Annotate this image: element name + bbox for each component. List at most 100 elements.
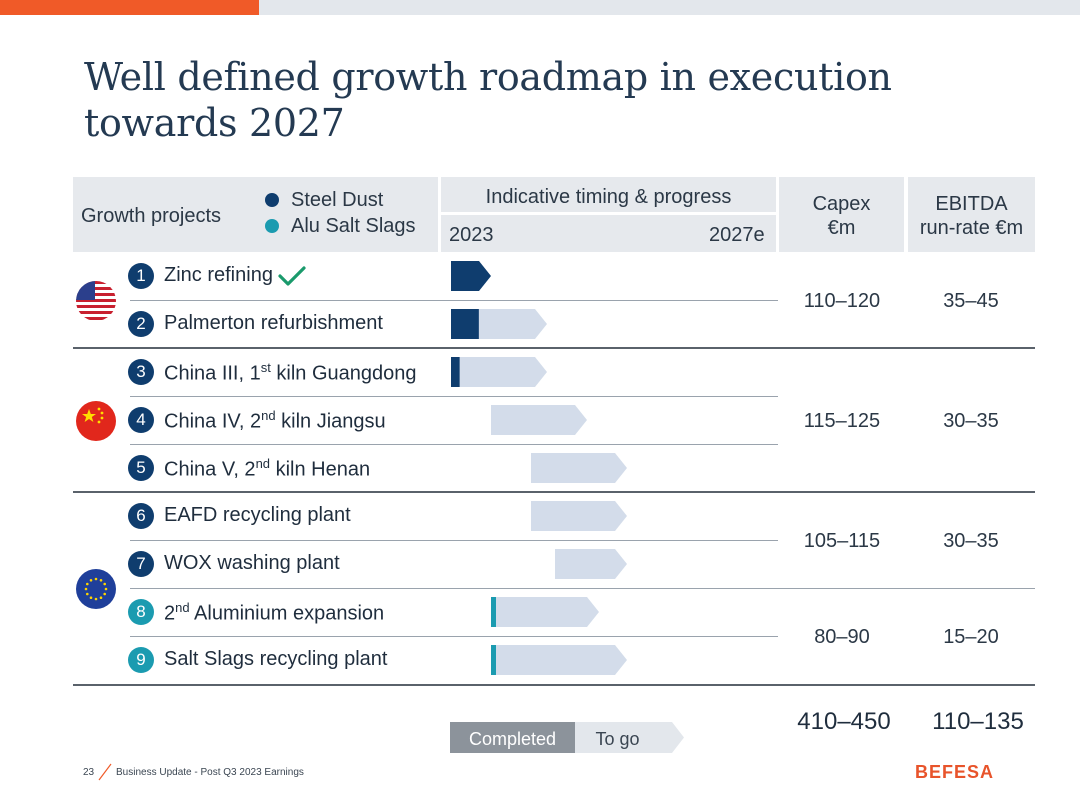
- row-separator: [130, 300, 778, 301]
- title-line-2: towards 2027: [84, 101, 345, 145]
- project-label-rest: kiln Henan: [270, 458, 371, 481]
- project-label-text: China V, 2: [164, 458, 256, 481]
- ebitda-line-1: EBITDA: [935, 193, 1008, 215]
- row-separator: [130, 588, 1035, 589]
- timeline-bar-9: [491, 645, 627, 675]
- capex-eu-alu: 80–90: [814, 626, 870, 648]
- project-number-badge: 2: [128, 311, 154, 337]
- ebitda-eu-alu: 15–20: [943, 626, 999, 648]
- project-label: China IV, 2nd kiln Jiangsu: [164, 408, 386, 434]
- total-ebitda: 110–135: [932, 708, 1024, 735]
- top-accent-bar: [0, 0, 259, 15]
- capex-eu-steel: 105–115: [803, 530, 881, 552]
- timeline-progress-3: [451, 357, 460, 387]
- year-start-label: 2023: [449, 224, 494, 246]
- capex-usa: 110–120: [803, 290, 881, 312]
- alu-salt-slags-legend-dot: [265, 219, 279, 233]
- project-label-text: China III, 1: [164, 362, 261, 385]
- header-capex-label: Capex €m: [779, 192, 904, 240]
- project-label-superscript: st: [260, 360, 271, 375]
- project-label-text: WOX washing plant: [164, 552, 340, 574]
- header-ebitda: [908, 177, 1035, 252]
- project-label: Zinc refining: [164, 264, 307, 287]
- legend-to-go-swatch: [575, 722, 684, 753]
- project-label: China III, 1st kiln Guangdong: [164, 360, 417, 386]
- header-timing: [441, 177, 776, 212]
- timeline-bar-6: [531, 501, 627, 531]
- project-label: EAFD recycling plant: [164, 504, 351, 527]
- checkmark-icon: [278, 266, 306, 286]
- project-label-rest: kiln Guangdong: [270, 362, 417, 385]
- legend-completed-swatch: [450, 722, 575, 753]
- project-label-rest: Aluminium expansion: [189, 602, 385, 625]
- project-label-text: Salt Slags recycling plant: [164, 648, 388, 670]
- capex-line-1: Capex: [812, 193, 871, 215]
- project-label-text: Zinc refining: [164, 264, 273, 286]
- project-number-badge: 1: [128, 263, 154, 289]
- header-growth-projects: [73, 177, 438, 252]
- row-separator: [130, 540, 778, 541]
- progress-legend: [450, 722, 684, 753]
- timeline-bar-7: [555, 549, 627, 579]
- timeline-bar-3: [451, 357, 547, 387]
- year-end-label: 2027e: [709, 224, 765, 246]
- capex-china: 115–125: [803, 410, 881, 432]
- timeline-bar-1: [451, 261, 491, 291]
- project-label-text: China IV, 2: [164, 410, 262, 433]
- ebitda-usa: 35–45: [943, 290, 999, 312]
- title-line-1: Well defined growth roadmap in execution: [84, 55, 892, 99]
- timeline-bar-8: [491, 597, 599, 627]
- page-title: Well defined growth roadmap in execution…: [84, 54, 984, 146]
- table-bottom-border: [73, 684, 1035, 686]
- group-separator: [73, 347, 1035, 349]
- project-number-badge: 6: [128, 503, 154, 529]
- footer-slash-icon: [98, 763, 112, 781]
- legend-alu-salt-slags: Alu Salt Slags: [291, 215, 416, 237]
- group-separator: [73, 491, 1035, 493]
- legend-completed-label: Completed: [468, 729, 557, 749]
- project-number-badge: 5: [128, 455, 154, 481]
- project-label-superscript: nd: [255, 456, 271, 471]
- us-flag-icon: [76, 281, 116, 321]
- header-capex: [779, 177, 904, 252]
- project-number-badge: 4: [128, 407, 154, 433]
- row-separator: [130, 396, 778, 397]
- legend-to-go-label: To go: [595, 729, 640, 749]
- timeline-progress-8: [491, 597, 496, 627]
- ebitda-eu-steel: 30–35: [943, 530, 999, 552]
- project-label-text: 2: [164, 602, 176, 625]
- project-label-text: Palmerton refurbishment: [164, 312, 383, 334]
- header-years: [441, 215, 776, 252]
- header-growth-projects-label: Growth projects: [81, 205, 222, 227]
- project-label-superscript: nd: [261, 408, 276, 423]
- project-label-superscript: nd: [175, 600, 190, 615]
- befesa-logo: BEFESA: [915, 762, 995, 782]
- eu-flag-icon: [76, 569, 116, 609]
- header-timing-label: Indicative timing & progress: [485, 186, 732, 208]
- project-label: 2nd Aluminium expansion: [164, 600, 384, 626]
- ebitda-line-2: run-rate €m: [919, 217, 1024, 239]
- total-capex: 410–450: [797, 708, 891, 735]
- project-number-badge: 8: [128, 599, 154, 625]
- timeline-bar-4: [491, 405, 587, 435]
- project-number-badge: 3: [128, 359, 154, 385]
- timeline-bar-5: [531, 453, 627, 483]
- project-number-badge: 9: [128, 647, 154, 673]
- project-label: Palmerton refurbishment: [164, 312, 383, 335]
- project-label: China V, 2nd kiln Henan: [164, 456, 370, 482]
- top-grey-bar: [259, 0, 1080, 15]
- capex-line-2: €m: [827, 217, 856, 239]
- china-flag-icon: [76, 401, 116, 441]
- project-label-rest: kiln Jiangsu: [275, 410, 386, 433]
- row-separator: [130, 636, 778, 637]
- project-number-badge: 7: [128, 551, 154, 577]
- page-number: 23: [83, 767, 95, 778]
- ebitda-china: 30–35: [943, 410, 999, 432]
- footer-text: Business Update - Post Q3 2023 Earnings: [116, 767, 304, 778]
- row-separator: [130, 444, 778, 445]
- project-label: Salt Slags recycling plant: [164, 648, 387, 671]
- project-label: WOX washing plant: [164, 552, 340, 575]
- timeline-progress-2: [451, 309, 479, 339]
- timeline-progress-9: [491, 645, 496, 675]
